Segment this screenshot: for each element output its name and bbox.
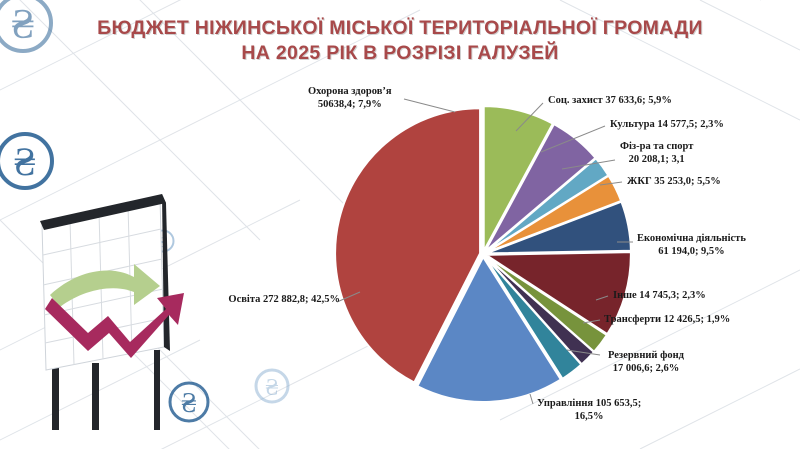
slice-label-line-1: Економічна діяльність [637,233,746,244]
slice-label-transferty: Трансферти 12 426,5; 1,9% [604,314,731,325]
slice-label-kultura: Культура 14 577,5; 2,3% [610,119,724,130]
slice-label-osvita: Освіта 272 882,8; 42,5% [228,294,340,305]
slice-label-fizra-ta-sport: Фіз-ра та спорт 20 208,1; 3,1 [620,141,693,166]
slice-label-line-2: 16,5% [574,410,604,422]
pie-slice-zhkg[interactable] [485,200,632,255]
title-line-1: БЮДЖЕТ НІЖИНСЬКОЇ МІСЬКОЇ ТЕРИТОРІАЛЬНОЇ… [97,17,703,39]
slice-label-line-2: 61 194,0; 9,5% [658,245,725,257]
slice-label-line-1: Охорона здоров’я [308,86,392,97]
slice-label-zhkg: ЖКГ 35 253,0; 5,5% [627,176,721,187]
slice-label-line-2: 20 208,1; 3,1 [628,153,685,165]
slice-label-line-1: Управління 105 653,5; [537,398,642,409]
slice-label-line-1: Резервний фонд [608,350,684,361]
slice-label-line-2: 17 006,6; 2,6% [612,362,680,374]
slice-label-line-1: Фіз-ра та спорт [620,141,694,152]
slice-label-upravlinnya: Управління 105 653,5; 16,5% [537,398,641,423]
slice-label-ekonomichna-diyalnist: Економічна діяльність 61 194,0; 9,5% [637,233,746,258]
slice-label-line-2: 50638,4; 7,9% [317,98,382,110]
pie-slice-ohorona-zdorovya[interactable] [482,105,555,252]
page-title: БЮДЖЕТ НІЖИНСЬКОЇ МІСЬКОЇ ТЕРИТОРІАЛЬНОЇ… [0,16,800,66]
slice-label-rezervnyi-fond: Резервний фонд 17 006,6; 2,6% [608,350,684,375]
slice-label-inshe: Інше 14 745,3; 2,3% [613,290,706,301]
slice-label-soc-zahyst: Соц. захист 37 633,6; 5,9% [548,95,672,106]
title-line-2: НА 2025 РІК В РОЗРІЗІ ГАЛУЗЕЙ [241,42,559,64]
slice-label-ohorona-zdorovya: Охорона здоров’я 50638,4; 7,9% [308,86,392,111]
